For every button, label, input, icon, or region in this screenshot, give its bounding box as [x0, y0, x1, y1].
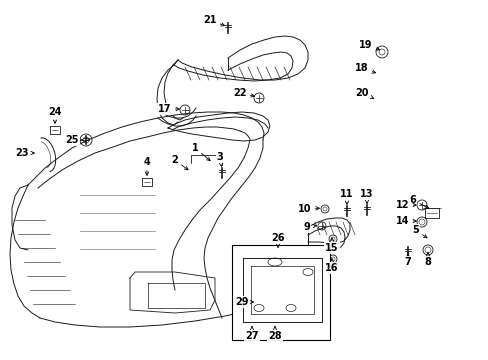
Text: 18: 18: [354, 63, 375, 73]
Text: 26: 26: [271, 233, 284, 247]
Text: 20: 20: [354, 88, 373, 99]
Text: 9: 9: [303, 222, 316, 232]
Text: 27: 27: [245, 327, 258, 341]
Text: 28: 28: [267, 327, 281, 341]
Text: 23: 23: [15, 148, 34, 158]
Text: 25: 25: [65, 135, 82, 145]
Text: 16: 16: [325, 259, 338, 273]
Text: 3: 3: [216, 152, 223, 166]
Text: 15: 15: [325, 238, 338, 253]
Text: 8: 8: [424, 253, 430, 267]
Text: 5: 5: [412, 225, 426, 238]
Text: 13: 13: [360, 189, 373, 203]
Text: 17: 17: [158, 104, 179, 114]
Text: 4: 4: [143, 157, 150, 175]
Text: 10: 10: [298, 204, 319, 214]
Text: 29: 29: [235, 297, 253, 307]
Text: 19: 19: [359, 40, 379, 50]
Text: 7: 7: [404, 253, 410, 267]
Text: 14: 14: [395, 216, 415, 226]
Text: 12: 12: [395, 200, 415, 210]
Text: 21: 21: [203, 15, 224, 26]
Text: 22: 22: [233, 88, 254, 98]
Text: 1: 1: [191, 143, 210, 161]
Text: 11: 11: [340, 189, 353, 204]
Text: 2: 2: [171, 155, 188, 170]
Text: 6: 6: [409, 195, 428, 208]
Bar: [231, 245, 329, 340]
Text: 24: 24: [48, 107, 61, 123]
